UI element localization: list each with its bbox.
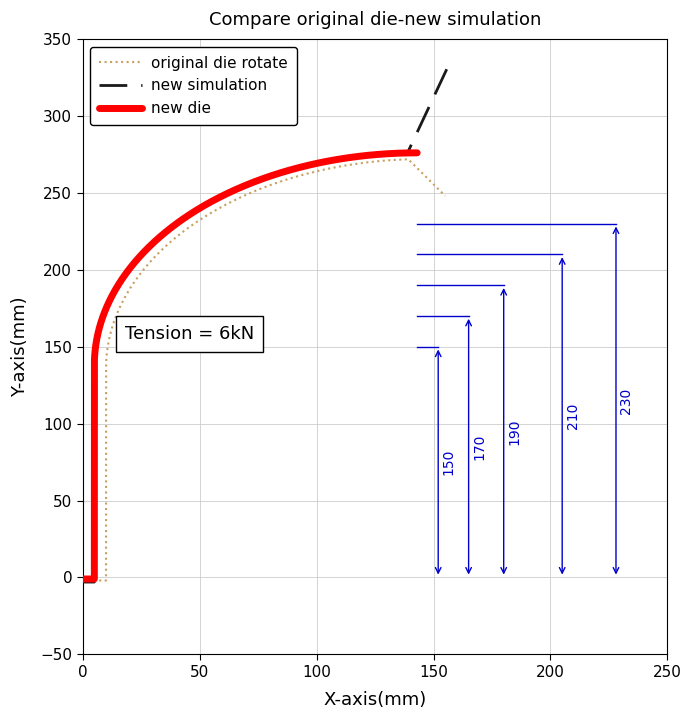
new simulation (169, 222, 177, 230)
Text: 210: 210 (565, 402, 579, 429)
Text: 170: 170 (472, 433, 486, 460)
Title: Compare original die-new simulation: Compare original die-new simulation (209, 11, 541, 29)
original die rotate (104, 341, 112, 350)
new die (152, 236, 160, 245)
new die (229, 186, 238, 195)
X-axis label: X-axis(mm): X-axis(mm) (324, 691, 427, 709)
new die (97, 318, 105, 327)
Text: Tension = 6kN: Tension = 6kN (125, 325, 254, 343)
new die (100, 309, 108, 318)
new simulation (232, 185, 240, 194)
new die (288, 165, 297, 174)
Text: 150: 150 (441, 449, 456, 475)
original die rotate (145, 259, 153, 268)
original die rotate (404, 155, 412, 163)
original die rotate (212, 206, 220, 215)
original die rotate (441, 192, 449, 200)
Line: new simulation: new simulation (82, 58, 453, 582)
new simulation (383, 150, 392, 158)
Y-axis label: Y-axis(mm): Y-axis(mm) (11, 297, 29, 397)
new simulation (358, 152, 366, 161)
new die (385, 149, 394, 158)
new simulation (308, 160, 316, 168)
Legend: original die rotate, new simulation, new die: original die rotate, new simulation, new… (90, 47, 297, 125)
new simulation (123, 268, 131, 276)
original die rotate (109, 321, 117, 330)
Line: new die: new die (82, 153, 417, 579)
new simulation (448, 53, 457, 62)
Line: original die rotate: original die rotate (82, 159, 445, 580)
new die (413, 148, 421, 157)
original die rotate (91, 576, 100, 585)
Text: 190: 190 (507, 418, 521, 444)
new die (78, 575, 87, 583)
original die rotate (324, 164, 333, 173)
original die rotate (78, 576, 87, 585)
Text: 230: 230 (620, 387, 633, 414)
new simulation (78, 577, 87, 586)
